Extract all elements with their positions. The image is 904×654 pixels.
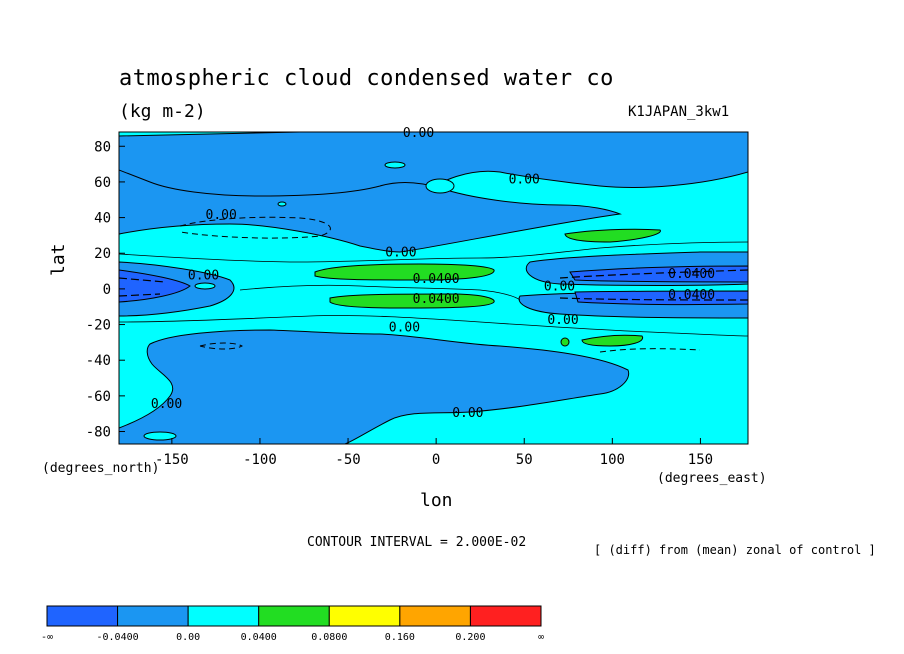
legend-label: 0.200 xyxy=(455,632,485,643)
y-tick-label: -80 xyxy=(86,425,111,441)
contour-small-1 xyxy=(384,161,406,169)
y-axis-ticks: 80 60 40 20 0 -20 -40 -60 -80 xyxy=(86,139,125,441)
chart-title: atmospheric cloud condensed water co xyxy=(119,66,614,91)
plot-frame xyxy=(118,131,749,445)
contour-small-6 xyxy=(143,431,177,441)
contour-label: 0.0400 xyxy=(413,292,460,307)
legend-label: -0.0400 xyxy=(96,632,138,643)
x-axis-label: lon xyxy=(420,490,453,511)
region-positive-south xyxy=(329,293,495,309)
contour-label: 0.00 xyxy=(547,313,578,328)
x-tick-label: -150 xyxy=(155,452,189,468)
legend-swatch xyxy=(258,605,330,627)
contour-label: 0.0400 xyxy=(668,267,715,282)
model-name: K1JAPAN_3kw1 xyxy=(628,104,730,120)
region-positive-north xyxy=(314,263,495,281)
contour-small-5 xyxy=(560,337,570,347)
contour-label: 0.00 xyxy=(389,320,420,335)
x-axis-units-note: (degrees_east) xyxy=(657,471,767,486)
color-legend: -∞ -0.0400 0.00 0.0400 0.0800 0.160 0.200 ∞ xyxy=(41,605,544,643)
legend-swatch xyxy=(117,605,189,627)
y-tick-label: 20 xyxy=(94,246,111,262)
contour-dashed-south xyxy=(199,342,244,350)
legend-label: 0.0400 xyxy=(241,632,277,643)
contour-small-2 xyxy=(425,178,455,194)
contour-label: 0.00 xyxy=(151,397,182,412)
legend-label: 0.00 xyxy=(176,632,200,643)
contour-dashed-west xyxy=(119,277,166,297)
contour-label: 0.00 xyxy=(188,269,219,284)
x-tick-label: -50 xyxy=(335,452,360,468)
chart-units: (kg m-2) xyxy=(119,101,206,122)
contour-label: 0.00 xyxy=(385,245,416,260)
legend-swatch xyxy=(328,605,401,627)
contour-field xyxy=(119,132,748,444)
x-tick-label: 50 xyxy=(516,452,533,468)
x-tick-label: 150 xyxy=(688,452,713,468)
contour-line-tropics-2 xyxy=(119,315,748,337)
contour-label: 0.00 xyxy=(509,172,540,187)
x-tick-label: 0 xyxy=(432,452,440,468)
region-east-core-north xyxy=(569,265,748,283)
legend-swatch xyxy=(469,605,542,627)
contour-label: 0.00 xyxy=(544,279,575,294)
legend-swatch xyxy=(399,605,471,627)
contour-label: 0.0400 xyxy=(668,288,715,303)
y-tick-label: -60 xyxy=(86,389,111,405)
contour-label: 0.00 xyxy=(206,208,237,223)
contour-labels: 0.00 0.00 0.00 0.00 0.00 0.0400 0.0400 0.00 0.04… xyxy=(151,126,715,421)
region-south-negative xyxy=(119,329,630,444)
region-positive-ne xyxy=(564,228,661,243)
contour-small-3 xyxy=(277,201,287,207)
legend-label: ∞ xyxy=(538,632,544,643)
x-axis-ticks: -150 -100 -50 0 50 100 150 xyxy=(155,438,713,468)
region-west-core xyxy=(119,269,191,303)
contour-label: 0.00 xyxy=(452,406,483,421)
y-tick-label: 0 xyxy=(103,282,111,298)
y-tick-label: 80 xyxy=(94,139,111,155)
diff-note: [ (diff) from (mean) zonal of control ] xyxy=(594,543,876,557)
contour-small-4 xyxy=(194,282,216,290)
y-tick-label: 60 xyxy=(94,175,111,191)
y-axis-units-note: (degrees_north) xyxy=(42,461,160,476)
y-tick-label: 40 xyxy=(94,211,111,227)
legend-label: -∞ xyxy=(41,632,53,643)
y-tick-label: -40 xyxy=(86,353,111,369)
y-tick-label: -20 xyxy=(86,318,111,334)
legend-swatch xyxy=(46,605,119,627)
contour-line-tropics-3 xyxy=(239,284,521,301)
legend-swatch xyxy=(187,605,260,627)
region-north-lobe xyxy=(119,169,622,253)
legend-label: 0.0800 xyxy=(311,632,347,643)
contour-line-tropics-1 xyxy=(119,241,748,263)
x-tick-label: 100 xyxy=(600,452,625,468)
region-east-core-south xyxy=(574,290,748,306)
contour-dashed-north xyxy=(179,216,331,239)
contour-interval: CONTOUR INTERVAL = 2.000E-02 xyxy=(307,535,527,550)
contour-label: 0.00 xyxy=(403,126,434,141)
x-tick-label: -100 xyxy=(243,452,277,468)
contour-label: 0.0400 xyxy=(413,272,460,287)
region-positive-se xyxy=(581,334,644,347)
legend-label: 0.160 xyxy=(385,632,415,643)
